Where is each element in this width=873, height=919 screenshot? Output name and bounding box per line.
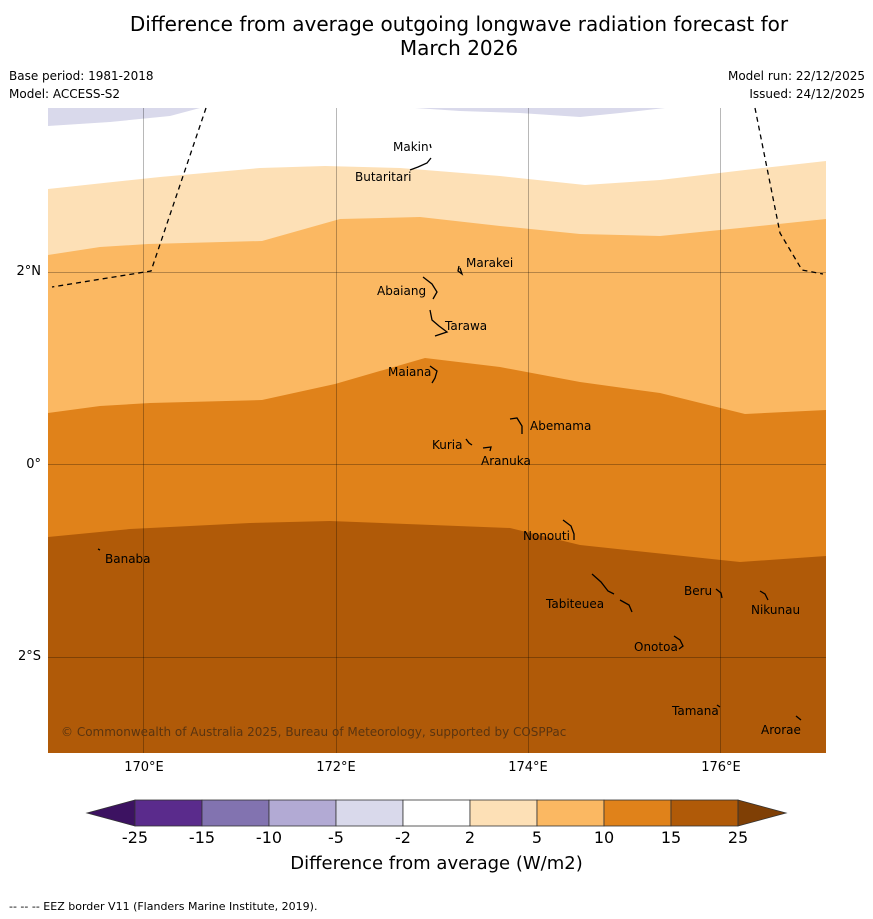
island-shape-abemama [509,417,523,434]
colorbar-tick-8: 15 [660,828,682,847]
colorbar [85,799,788,827]
eez-border [51,107,824,288]
island-shape-kuria [465,438,473,446]
colorbar-swatch-8 [603,799,672,827]
lon-label-170e: 170°E [124,760,164,775]
lon-label-172e: 172°E [316,760,356,775]
colorbar-tick-7: 10 [593,828,615,847]
label-tabiteuea: Tabiteuea [545,597,604,611]
island-shape-tabiteuea [591,573,633,613]
label-onotoa: Onotoa [634,640,678,654]
model-name: Model: ACCESS-S2 [9,87,121,101]
base-period: Base period: 1981-2018 [9,69,154,83]
colorbar-tick-5: 2 [464,828,476,847]
island-shape-nonouti [562,519,575,540]
islands [97,143,802,721]
eez-footnote: -- -- -- EEZ border V11 (Flanders Marine… [9,900,318,913]
label-abemama: Abemama [530,419,591,433]
title-line-2: March 2026 [399,36,519,60]
label-aranuka: Aranuka [481,454,531,468]
colorbar-tick-2: -10 [255,828,283,847]
island-shape-maiana [429,365,438,384]
label-banaba: Banaba [105,552,151,566]
title-line-1: Difference from average outgoing longwav… [129,12,789,36]
island-shape-nikunau [759,590,769,601]
model-run: Model run: 22/12/2025 [727,69,865,83]
eez-border-east [754,107,824,275]
colorbar-swatch-3 [268,799,337,827]
colorbar-title: Difference from average (W/m2) [290,853,583,874]
colorbar-extend-high [737,799,788,827]
colorbar-swatch-7 [536,799,605,827]
island-shape-makin [429,143,432,149]
label-nikunau: Nikunau [751,603,800,617]
island-shape-onotoa [673,635,684,650]
chart-title: Difference from average outgoing longwav… [0,12,873,60]
island-shape-arorae [795,715,802,721]
label-makin: Makin [393,140,429,154]
colorbar-swatch-9 [670,799,739,827]
colorbar-swatch-1 [134,799,203,827]
island-shape-aranuka [482,446,492,452]
lat-label-0: 0° [26,457,41,472]
band-neg5-neg2-left [48,108,200,126]
island-shape-butaritari [409,157,432,171]
label-abaiang: Abaiang [377,284,426,298]
label-maiana: Maiana [388,365,431,379]
colorbar-swatch-2 [201,799,270,827]
island-shape-abaiang [422,276,438,300]
island-shape-beru [715,588,723,599]
colorbar-tick-9: 25 [727,828,749,847]
lat-label-2s: 2°S [17,649,41,664]
colorbar-tick-1: -15 [188,828,216,847]
grid-lines [48,108,826,753]
label-marakei: Marakei [466,256,513,270]
colorbar-swatch-4 [335,799,404,827]
island-shape-banaba [97,548,101,551]
label-tamana: Tamana [671,704,719,718]
label-kuria: Kuria [432,438,463,452]
lat-label-2n: 2°N [16,264,42,279]
issued-date: Issued: 24/12/2025 [749,87,865,101]
label-nonouti: Nonouti [523,529,570,543]
colorbar-tick-4: -2 [395,828,411,847]
colorbar-extend-low [85,799,136,827]
island-shape-tamana [716,704,721,708]
meta-right: Model run: 22/12/2025 Issued: 24/12/2025 [728,67,865,103]
band-neg2-2 [48,108,826,189]
label-butaritari: Butaritari [355,170,412,184]
island-shape-marakei [457,265,464,276]
colorbar-swatch-6 [469,799,538,827]
colorbar-tick-0: -25 [121,828,149,847]
map-fields [48,108,826,753]
copyright-notice: © Commonwealth of Australia 2025, Bureau… [61,725,566,739]
lon-label-176e: 176°E [701,760,741,775]
eez-border-west [51,107,207,288]
island-labels: Makin Butaritari Marakei Abaiang Tarawa … [105,140,801,737]
meta-left: Base period: 1981-2018 Model: ACCESS-S2 [9,67,154,103]
colorbar-tick-3: -5 [328,828,344,847]
colorbar-swatch-5 [402,799,471,827]
colorbar-tick-6: 5 [531,828,543,847]
label-arorae: Arorae [761,723,801,737]
lon-label-174e: 174°E [508,760,548,775]
band-neg5-neg2-mid [415,108,665,117]
island-shape-tarawa [429,309,449,337]
label-beru: Beru [684,584,712,598]
label-tarawa: Tarawa [444,319,487,333]
